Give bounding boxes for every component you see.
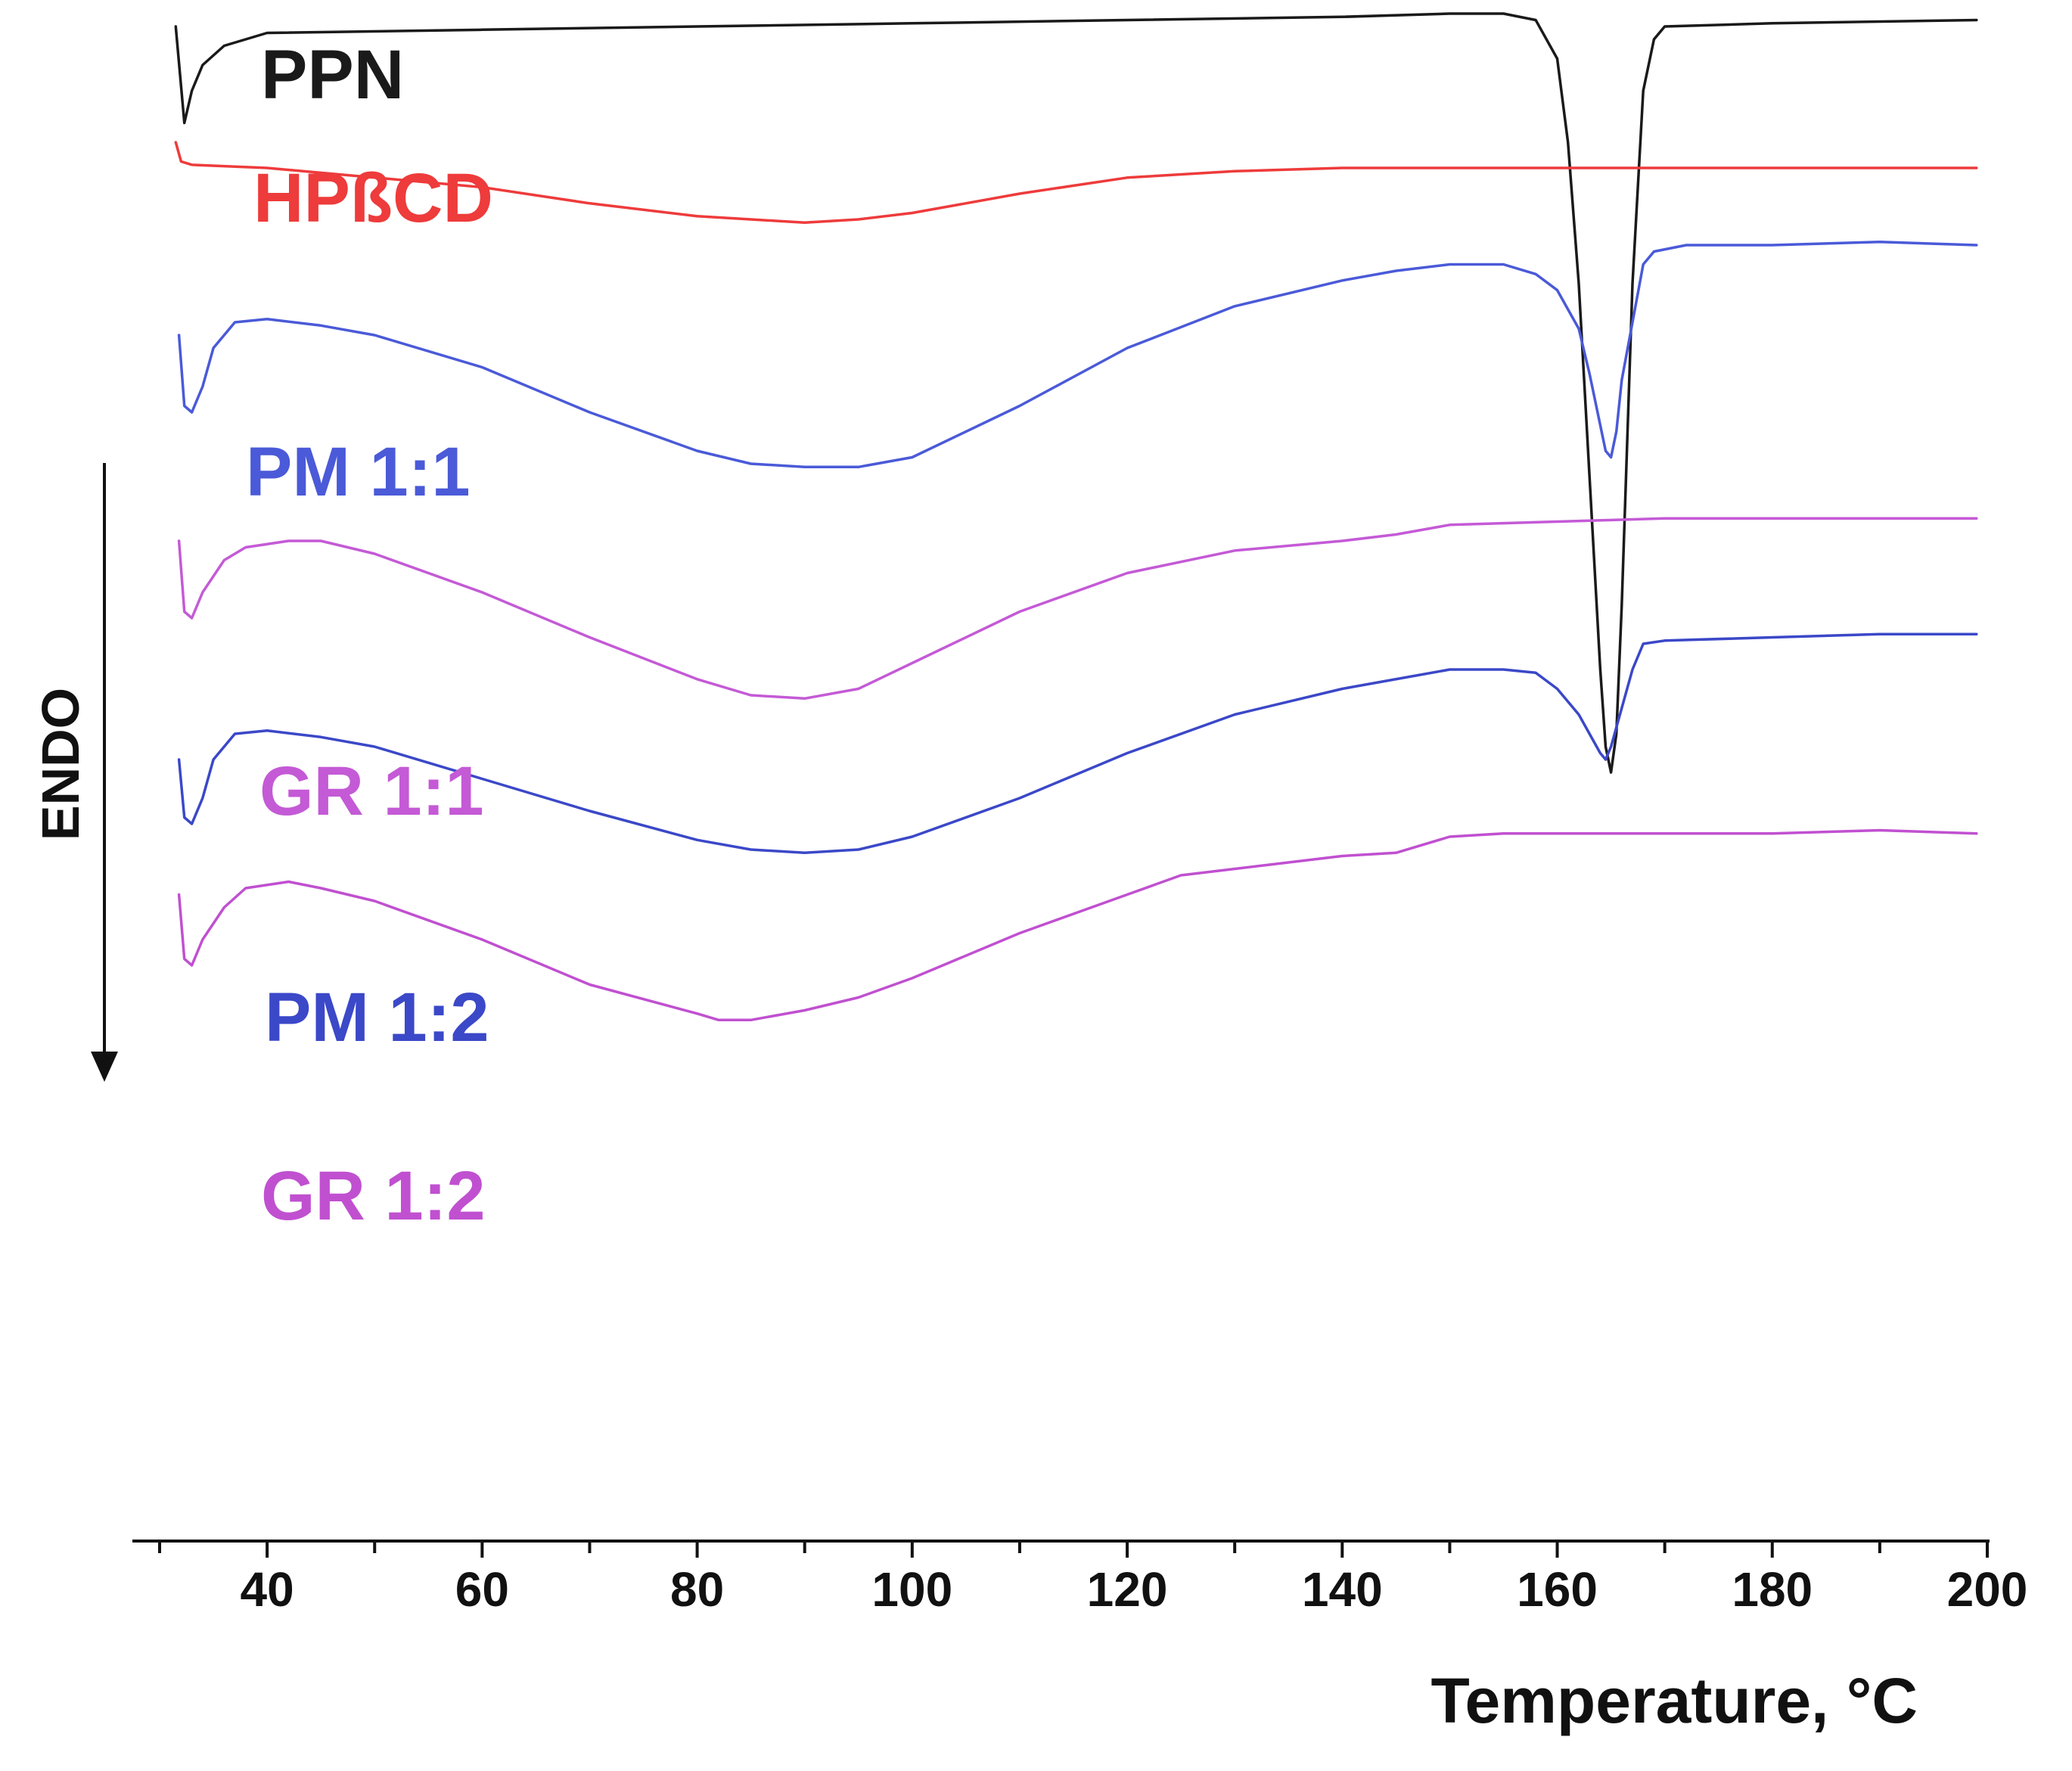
endo-label: ENDO: [31, 688, 90, 840]
series-line-gr-1-1: [177, 517, 1978, 701]
x-tick-label-180: 180: [1732, 1562, 1813, 1617]
x-axis-title: Temperature, °C: [1431, 1665, 1918, 1736]
series-labels-group: PPN HPßCD PM 1:1 GR 1:1 PM 1:2 GR 1:2: [246, 36, 493, 1235]
curves-group: [174, 12, 1978, 1022]
x-tick-labels-group: 40 60 80 100 120 140 160 180 200: [241, 1562, 2028, 1617]
series-line-pm-1-2: [177, 632, 1978, 855]
endo-arrow-head: [91, 1052, 118, 1082]
series-label-gr-1-2: GR 1:2: [261, 1157, 486, 1235]
series-label-pm-1-1: PM 1:1: [246, 433, 471, 511]
x-tick-label-100: 100: [871, 1562, 952, 1617]
series-line-ppn: [174, 12, 1978, 774]
x-tick-label-80: 80: [670, 1562, 724, 1617]
x-tick-label-140: 140: [1302, 1562, 1383, 1617]
series-line-pm-1-1: [177, 241, 1978, 469]
x-ticks-group: [158, 1541, 1989, 1558]
x-tick-label-160: 160: [1517, 1562, 1598, 1617]
series-label-ppn: PPN: [261, 36, 404, 113]
x-tick-label-120: 120: [1087, 1562, 1168, 1617]
x-tick-label-60: 60: [455, 1562, 509, 1617]
series-line-hpbcd: [174, 141, 1978, 225]
series-line-gr-1-2: [177, 828, 1978, 1022]
endo-direction-indicator: ENDO: [31, 463, 118, 1082]
x-tick-label-200: 200: [1947, 1562, 2028, 1617]
series-label-hpbcd: HPßCD: [253, 160, 493, 237]
x-axis: 40 60 80 100 120 140 160 180 200 Temperature, °C: [132, 1540, 2028, 1736]
x-tick-label-40: 40: [241, 1562, 294, 1617]
series-label-gr-1-1: GR 1:1: [259, 753, 484, 830]
series-label-pm-1-2: PM 1:2: [265, 979, 489, 1056]
